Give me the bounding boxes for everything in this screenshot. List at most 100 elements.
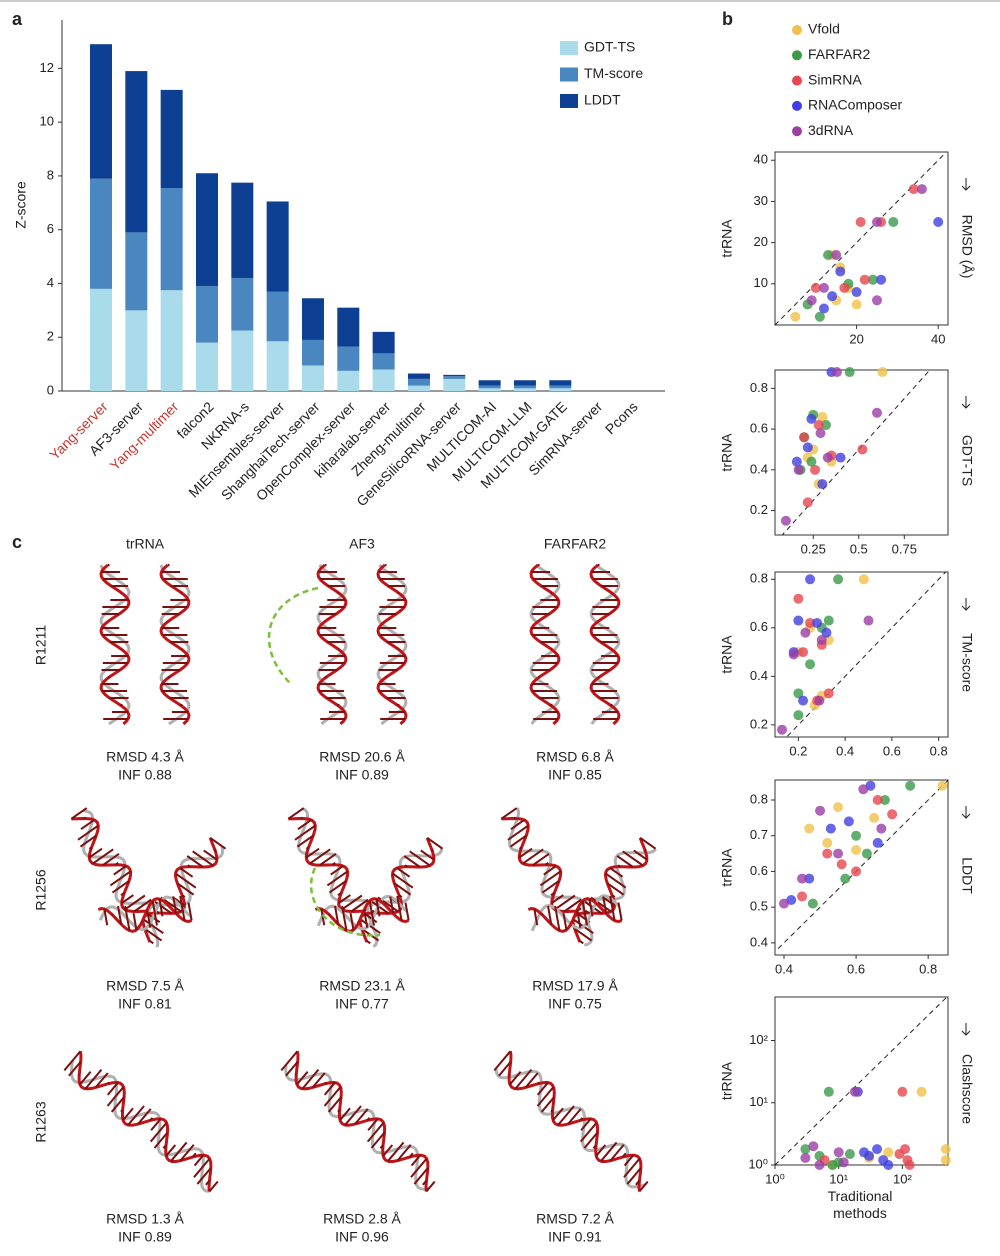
metric-arrow [961,1023,971,1036]
point [859,274,870,285]
strand [297,807,374,908]
strand [97,897,193,933]
point [827,291,838,302]
point [879,795,890,805]
point [806,413,817,424]
base-pairs [320,895,410,931]
bar-segment [301,298,324,340]
bar-segment [231,278,254,331]
panel-label: c [12,532,22,552]
legend-label: RNAComposer [808,97,902,113]
y-axis-title: trRNA [719,219,735,258]
bar-segment [407,378,430,386]
point [844,1149,855,1160]
point [851,830,862,841]
y-axis-title: Z-score [13,181,29,229]
point [797,873,808,884]
x-tick-label: 40 [931,331,945,346]
point [831,249,842,260]
strand [316,563,348,726]
point [833,574,844,585]
point [883,1147,894,1158]
point [822,837,833,848]
y-tick-label: 0.8 [750,380,768,395]
plot-frame [774,151,949,326]
y-axis-title: trRNA [719,1061,735,1100]
bar-segment [195,286,218,343]
point [851,866,862,877]
point [855,217,866,228]
metric-arrow [961,806,971,819]
y-tick-label: 0.5 [750,899,768,914]
base-pairs [591,564,619,720]
point [807,898,818,909]
point [802,442,813,453]
y-tick-label: 0.4 [750,668,768,683]
point [872,217,883,228]
bar-segment [90,288,112,391]
structure-metric: INF 0.85 [548,767,602,783]
bar-segment [125,310,148,391]
point [916,1086,927,1097]
bar-segment [513,380,536,386]
point [808,1141,819,1152]
bar-segment [513,385,536,389]
point [876,823,887,834]
point [933,217,944,228]
base-pairs [161,564,189,720]
point [836,859,847,870]
point [940,1155,951,1166]
bar-segment [160,188,183,291]
structure-image [571,837,657,947]
bar-segment [301,339,324,366]
y-tick-label: 10¹ [749,1094,768,1109]
point [883,1160,894,1170]
bar-segment [478,380,501,386]
point [851,845,862,855]
point [843,816,854,827]
point [779,898,790,909]
structure-image [589,563,621,726]
point [815,428,826,439]
y-tick-label: 0.2 [750,502,768,517]
structure-image [527,894,623,933]
point [823,688,834,699]
x-tick-label: 0.4 [775,961,793,976]
point [814,695,825,706]
strand [99,563,131,726]
structure-image [314,894,410,933]
row-label: R1263 [33,1101,49,1142]
structure-metric: INF 0.77 [335,996,389,1012]
y-tick-label: 0.6 [750,619,768,634]
x-tick-label: 0.8 [919,961,937,976]
base-pairs [101,564,129,720]
structure-image [159,563,191,726]
x-tick-label: 10⁰ [765,1171,785,1186]
point [872,795,883,805]
point [839,282,850,293]
base-pairs [378,564,406,720]
legend-label: TM-score [584,65,643,81]
point [806,295,817,306]
motion-arrow [267,586,319,686]
point [831,367,842,378]
structure-image [63,1050,219,1194]
strand [527,897,623,933]
bar-segment [443,378,466,391]
bar-segment [125,232,148,311]
x-tick-label: 10¹ [829,1171,848,1186]
point [872,295,883,306]
bar-segment [160,89,183,189]
base-pairs [493,1050,649,1193]
point [800,1152,811,1163]
legend-swatch [560,41,578,55]
point [790,311,801,322]
point [858,574,869,585]
strand [376,563,408,726]
point [798,695,809,706]
bar-segment [266,201,289,292]
strand [159,563,191,726]
structure-metric: RMSD 20.6 Å [319,749,405,765]
bar-segment [372,369,395,391]
point [851,287,862,298]
